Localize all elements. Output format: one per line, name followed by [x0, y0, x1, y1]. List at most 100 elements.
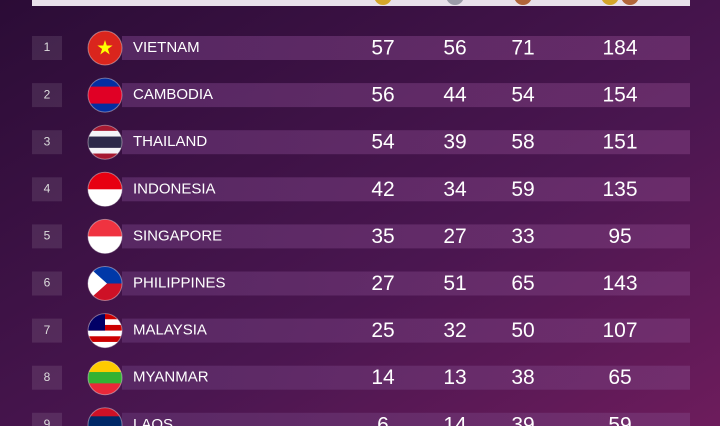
flag	[88, 360, 122, 395]
gold-icon	[374, 0, 392, 5]
rank-cell	[32, 271, 62, 296]
total-count: 143	[602, 272, 637, 295]
rank-cell	[32, 318, 62, 343]
silver-count: 44	[443, 84, 467, 107]
header-bar	[32, 0, 690, 6]
row-bar	[122, 224, 690, 249]
flag-triangle	[88, 266, 107, 301]
total-count: 107	[602, 319, 637, 342]
silver-count: 34	[443, 178, 467, 201]
total-count: 151	[602, 131, 637, 154]
flag	[88, 266, 122, 301]
row-bar	[122, 318, 690, 343]
bronze-count: 33	[511, 225, 534, 248]
bronze-count: 65	[511, 272, 534, 295]
flag-stripe	[88, 189, 122, 207]
rank: 4	[44, 181, 51, 195]
silver-count: 39	[443, 131, 466, 154]
flag-stripe	[88, 125, 122, 132]
gold-count: 25	[371, 319, 394, 342]
gold-count: 56	[371, 84, 394, 107]
flag-stripe	[88, 341, 122, 348]
total-icon	[601, 0, 619, 5]
row-bar	[122, 130, 690, 155]
flag-stripe	[88, 416, 122, 426]
flag-stripe	[88, 103, 122, 113]
total-count: 135	[602, 178, 637, 201]
flag	[88, 31, 122, 65]
flag-ring	[87, 360, 123, 396]
flag	[88, 172, 122, 207]
country-name: THAILAND	[133, 133, 207, 150]
gold-count: 14	[371, 366, 395, 389]
rank-cell	[32, 36, 62, 60]
flag	[88, 78, 122, 113]
row-bar	[122, 412, 690, 426]
table-row: 7 MALAYSIA 25 32 50 107	[32, 313, 690, 349]
country-name: PHILIPPINES	[133, 274, 226, 291]
table-row: 8 MYANMAR 14 13 38 65	[32, 360, 690, 396]
country-name: SINGAPORE	[133, 227, 222, 244]
flag-stripe	[88, 219, 122, 237]
flag-ring	[87, 407, 123, 426]
row-bar	[122, 36, 690, 60]
flag-stripe	[88, 172, 122, 190]
flag-stripe	[88, 372, 122, 384]
flag-stripe	[88, 330, 122, 337]
flag-stripe	[88, 360, 122, 373]
bronze-count: 54	[511, 84, 535, 107]
flag-ring	[87, 124, 123, 160]
country-name: INDONESIA	[133, 180, 216, 197]
flag-stripe	[88, 153, 122, 160]
table-row: 3 THAILAND 54 39 58 151	[32, 124, 690, 160]
silver-icon	[446, 0, 464, 5]
table-row: 1 VIETNAM 57 56 71 184	[32, 30, 690, 66]
rank-cell	[32, 177, 62, 202]
bronze-count: 39	[511, 413, 534, 426]
silver-count: 14	[443, 413, 467, 426]
table-row: 4 INDONESIA 42 34 59 135	[32, 171, 690, 207]
bronze-count: 58	[511, 131, 534, 154]
silver-count: 27	[443, 225, 466, 248]
flag-stripe	[88, 130, 122, 138]
total-icon	[621, 0, 639, 5]
bronze-count: 50	[511, 319, 534, 342]
flag-ring	[87, 266, 123, 301]
rank: 1	[44, 40, 51, 54]
flag-stripe	[88, 407, 122, 417]
flag-stripe	[88, 236, 122, 254]
flag-stripe	[88, 336, 122, 343]
country-name: MALAYSIA	[133, 322, 207, 339]
flag-ring	[87, 30, 123, 66]
row-bar	[122, 271, 690, 296]
silver-count: 56	[443, 37, 466, 60]
total-count: 184	[602, 37, 637, 60]
total-count: 59	[608, 413, 631, 426]
gold-count: 42	[371, 178, 394, 201]
rank: 9	[44, 417, 51, 426]
rank: 6	[44, 276, 51, 290]
silver-count: 51	[443, 272, 466, 295]
flag-stripe	[88, 78, 122, 88]
rank: 7	[44, 323, 51, 337]
country-name: CAMBODIA	[133, 86, 213, 103]
flag-stripe	[88, 86, 122, 105]
rank-cell	[32, 83, 62, 108]
country-name: MYANMAR	[133, 369, 209, 386]
flag-ring	[87, 77, 123, 113]
total-count: 65	[608, 366, 631, 389]
silver-count: 13	[443, 366, 466, 389]
total-count: 95	[608, 225, 631, 248]
table-row: 2 CAMBODIA 56 44 54 154	[32, 77, 690, 113]
flag-stripe	[88, 383, 122, 395]
flag	[88, 125, 122, 160]
bronze-count: 38	[511, 366, 534, 389]
gold-count: 27	[371, 272, 394, 295]
bronze-icon	[514, 0, 532, 5]
table-row: 5 SINGAPORE 35 27 33 95	[32, 218, 690, 254]
gold-count: 54	[371, 131, 395, 154]
bronze-count: 59	[511, 178, 534, 201]
total-count: 154	[602, 84, 637, 107]
rank-cell	[32, 130, 62, 155]
